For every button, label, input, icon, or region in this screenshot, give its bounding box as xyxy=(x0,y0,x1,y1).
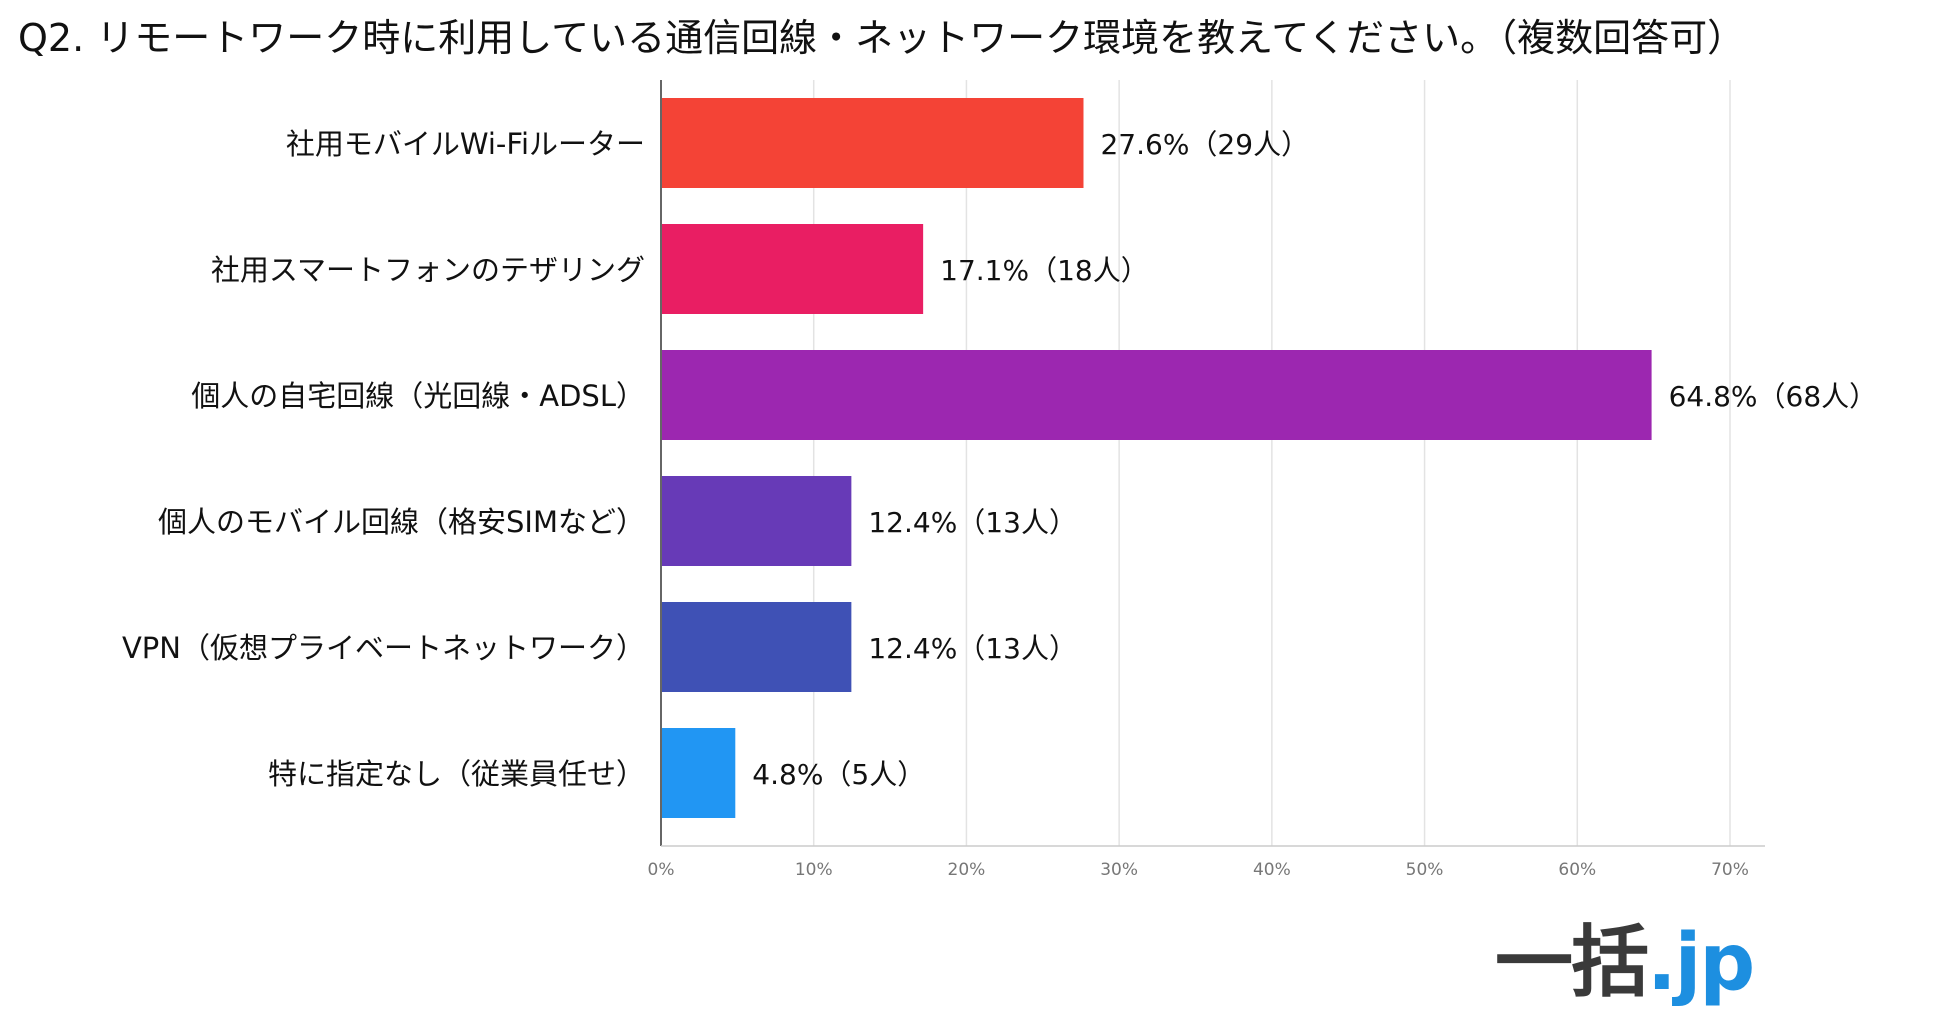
data-label: 17.1%（18人） xyxy=(940,254,1149,287)
category-label: 特に指定なし（従業員任せ） xyxy=(268,757,645,791)
data-label: 12.4%（13人） xyxy=(868,506,1077,539)
value-labels: 27.6%（29人） 17.1%（18人） 64.8%（68人） 12.4%（13人）… xyxy=(752,128,1877,791)
x-tick-label: 20% xyxy=(948,860,986,880)
category-label: 社用モバイルWi-Fiルーター xyxy=(286,127,645,161)
logo-kanji: 一括 xyxy=(1495,918,1649,1008)
data-label: 27.6%（29人） xyxy=(1100,128,1309,161)
bar xyxy=(662,602,852,692)
x-tick-label: 30% xyxy=(1100,860,1138,880)
bar xyxy=(662,350,1652,440)
bar xyxy=(662,476,852,566)
category-label: 個人のモバイル回線（格安SIMなど） xyxy=(158,505,645,539)
category-label: VPN（仮想プライベートネットワーク） xyxy=(122,631,645,665)
x-tick-label: 40% xyxy=(1253,860,1291,880)
category-label: 個人の自宅回線（光回線・ADSL） xyxy=(191,379,645,413)
x-tick-label: 10% xyxy=(795,860,833,880)
logo-suffix: .jp xyxy=(1647,918,1755,1008)
site-logo: 一括.jp xyxy=(1495,900,1755,1008)
gridlines xyxy=(660,80,1765,847)
bars xyxy=(662,98,1652,818)
x-tick-label: 0% xyxy=(648,860,675,880)
data-label: 4.8%（5人） xyxy=(752,758,925,791)
bar xyxy=(662,98,1084,188)
bar xyxy=(662,728,736,818)
data-label: 12.4%（13人） xyxy=(868,632,1077,665)
x-tick-label: 70% xyxy=(1711,860,1749,880)
x-tick-labels: 0% 10% 20% 30% 40% 50% 60% 70% xyxy=(648,860,1749,880)
category-labels: 社用モバイルWi-Fiルーター社用スマートフォンのテザリング個人の自宅回線（光回… xyxy=(122,127,645,791)
bar xyxy=(662,224,924,314)
category-label: 社用スマートフォンのテザリング xyxy=(211,253,645,287)
data-label: 64.8%（68人） xyxy=(1669,380,1878,413)
x-tick-label: 60% xyxy=(1558,860,1596,880)
x-tick-label: 50% xyxy=(1406,860,1444,880)
chart-title: Q2. リモートワーク時に利用している通信回線・ネットワーク環境を教えてください… xyxy=(18,16,1746,60)
